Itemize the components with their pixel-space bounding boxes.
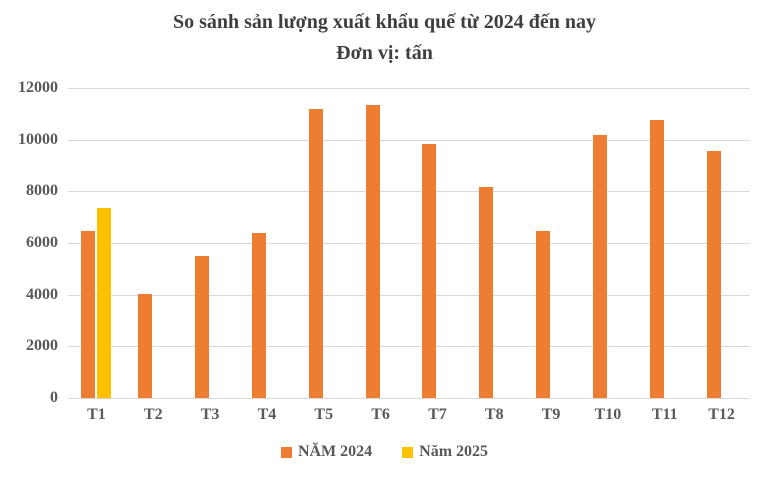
x-tick-label-t11: T11 bbox=[651, 406, 678, 423]
legend-label-2024: NĂM 2024 bbox=[297, 443, 373, 460]
gridline-4000 bbox=[68, 294, 750, 296]
legend-swatch-2025-icon bbox=[402, 446, 414, 458]
x-tick-label-t3: T3 bbox=[200, 406, 220, 423]
bar-2024-t8 bbox=[479, 186, 494, 398]
x-tick-label-t7: T7 bbox=[428, 406, 447, 423]
bar-2024-t7 bbox=[422, 143, 437, 398]
y-tick-label-12000: 12000 bbox=[18, 79, 58, 96]
chart-title-block: So sánh sản lượng xuất khẩu quế từ 2024 … bbox=[0, 7, 769, 69]
x-tick-label-t4: T4 bbox=[257, 406, 277, 423]
gridline-8000 bbox=[68, 191, 750, 193]
y-tick-label-0: 0 bbox=[50, 389, 58, 406]
bar-2024-t3 bbox=[195, 256, 210, 398]
legend-item-2025: Năm 2025 bbox=[402, 443, 488, 461]
gridline-0 bbox=[68, 398, 750, 399]
x-tick-label-t1: T1 bbox=[87, 406, 106, 423]
bar-2024-t4 bbox=[251, 233, 266, 398]
gridline-10000 bbox=[68, 139, 750, 141]
y-tick-label-2000: 2000 bbox=[26, 337, 58, 355]
y-tick-label-10000: 10000 bbox=[18, 130, 58, 148]
gridline-2000 bbox=[68, 346, 750, 348]
y-tick-label-8000: 8000 bbox=[26, 182, 58, 200]
x-tick-label-t10: T10 bbox=[594, 406, 622, 423]
x-tick-label-t5: T5 bbox=[314, 406, 334, 423]
bar-2024-t9 bbox=[536, 231, 551, 398]
x-tick-label-t9: T9 bbox=[541, 406, 561, 423]
bar-2025-t1 bbox=[97, 208, 112, 398]
legend-label-2025: Năm 2025 bbox=[419, 443, 489, 460]
bar-2024-t10 bbox=[592, 135, 607, 398]
bar-2024-t12 bbox=[706, 150, 721, 398]
x-tick-label-t12: T12 bbox=[708, 406, 735, 423]
legend: NĂM 2024 Năm 2025 bbox=[0, 443, 769, 461]
y-tick-label-6000: 6000 bbox=[26, 234, 58, 251]
legend-item-2024: NĂM 2024 bbox=[280, 443, 373, 461]
x-tick-label-t6: T6 bbox=[371, 406, 390, 423]
chart-subtitle: Đơn vị: tấn bbox=[336, 42, 433, 64]
legend-swatch-2024-icon bbox=[280, 446, 292, 458]
gridline-12000 bbox=[68, 88, 750, 89]
y-tick-label-4000: 4000 bbox=[26, 285, 58, 303]
plot-area bbox=[68, 88, 750, 399]
chart-title: So sánh sản lượng xuất khẩu quế từ 2024 … bbox=[173, 11, 596, 33]
x-tick-label-t2: T2 bbox=[143, 406, 163, 423]
bar-2024-t5 bbox=[308, 108, 323, 398]
x-tick-label-t8: T8 bbox=[484, 406, 504, 423]
gridline-6000 bbox=[68, 243, 750, 244]
bar-2024-t2 bbox=[138, 294, 153, 398]
bar-2024-t1 bbox=[81, 231, 96, 398]
bar-2024-t11 bbox=[649, 119, 664, 398]
bar-2024-t6 bbox=[365, 104, 380, 398]
